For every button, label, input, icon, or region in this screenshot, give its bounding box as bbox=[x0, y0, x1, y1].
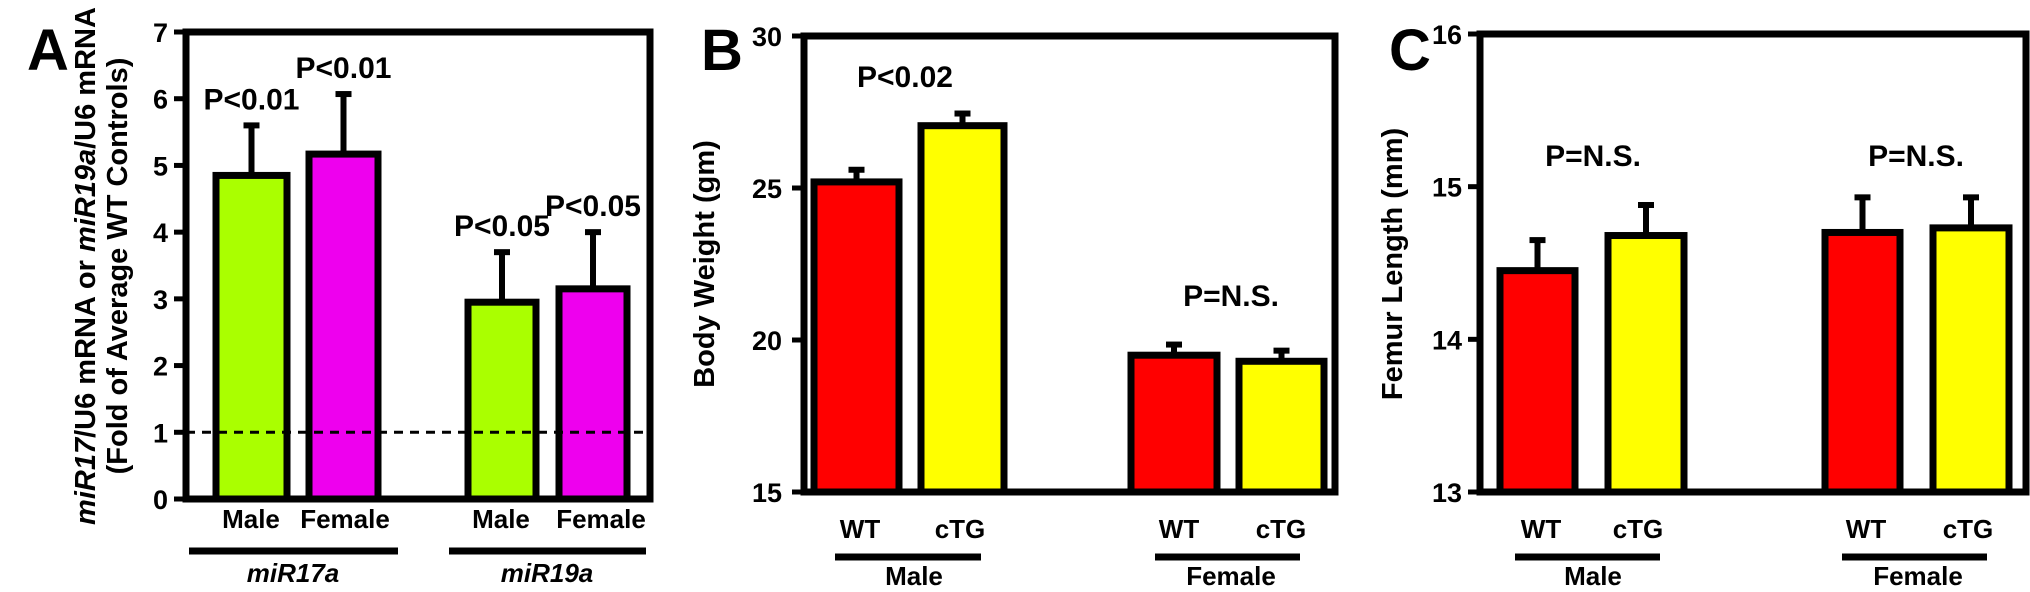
y-axis-title-segment: (Fold of Average WT Controls) bbox=[102, 58, 134, 475]
bar bbox=[810, 178, 903, 496]
x-tick-label: cTG bbox=[1613, 514, 1664, 544]
bar bbox=[1127, 351, 1221, 496]
y-axis-title-segment: miR19a bbox=[70, 149, 102, 252]
bar bbox=[1821, 228, 1904, 496]
bar bbox=[1604, 232, 1688, 496]
p-value-label: P<0.05 bbox=[545, 190, 641, 223]
y-axis-title: miR17/U6 mRNA or miR19a/U6 mRNA bbox=[70, 7, 102, 525]
y-tick-label: 4 bbox=[153, 218, 168, 248]
x-tick-label: Female bbox=[556, 504, 646, 534]
plot-frame bbox=[1476, 30, 2030, 496]
y-tick-label: 15 bbox=[1432, 173, 1462, 203]
bar bbox=[555, 285, 631, 503]
panel-letter: C bbox=[1389, 18, 1431, 83]
p-value-label: P=N.S. bbox=[1545, 140, 1641, 173]
y-tick-label: 2 bbox=[153, 352, 168, 382]
p-value-label: P=N.S. bbox=[1183, 280, 1279, 313]
x-tick-label: WT bbox=[1521, 514, 1562, 544]
x-tick-label: cTG bbox=[935, 514, 986, 544]
y-axis-title: Femur Length (mm) bbox=[1377, 128, 1409, 400]
y-tick-label: 30 bbox=[752, 22, 782, 52]
group-label: Male bbox=[885, 561, 943, 591]
x-tick-label: Female bbox=[300, 504, 390, 534]
x-tick-label: WT bbox=[840, 514, 881, 544]
bar bbox=[305, 150, 382, 503]
y-tick-label: 15 bbox=[752, 478, 782, 508]
y-tick-label: 6 bbox=[153, 85, 168, 115]
bar bbox=[917, 122, 1008, 496]
p-value-label: P<0.05 bbox=[454, 210, 550, 243]
plot-frame bbox=[800, 32, 1339, 496]
y-axis-title-segment: Body Weight (gm) bbox=[689, 140, 721, 388]
bar bbox=[1929, 224, 2013, 496]
p-value-label: P<0.01 bbox=[296, 52, 392, 85]
y-tick-label: 5 bbox=[153, 151, 168, 181]
panel-letter: B bbox=[701, 18, 743, 83]
y-axis-title-segment: miR17 bbox=[70, 436, 102, 525]
y-tick-label: 0 bbox=[153, 485, 168, 515]
panel-letter: A bbox=[27, 18, 69, 83]
y-tick-label: 3 bbox=[153, 285, 168, 315]
y-tick-label: 25 bbox=[752, 174, 782, 204]
y-axis-title: Body Weight (gm) bbox=[689, 140, 721, 388]
x-tick-label: Male bbox=[222, 504, 280, 534]
group-label: Male bbox=[1564, 561, 1622, 591]
group-label: Female bbox=[1873, 561, 1963, 591]
y-axis-title-segment: /U6 mRNA bbox=[70, 7, 102, 149]
x-tick-label: WT bbox=[1159, 514, 1200, 544]
bar bbox=[1496, 267, 1579, 496]
x-tick-label: Male bbox=[472, 504, 530, 534]
y-axis-title-segment: Femur Length (mm) bbox=[1377, 128, 1409, 400]
bar bbox=[1235, 357, 1328, 496]
y-axis-title-segment: /U6 mRNA or bbox=[70, 252, 102, 438]
y-axis-title: (Fold of Average WT Controls) bbox=[102, 58, 134, 475]
group-label: miR19a bbox=[501, 558, 594, 588]
y-tick-label: 14 bbox=[1432, 325, 1462, 355]
group-label: miR17a bbox=[247, 558, 340, 588]
plot-frame bbox=[182, 28, 654, 503]
x-tick-label: cTG bbox=[1943, 514, 1994, 544]
panel-b: B Body Weight (gm) WT cTG WT cTG P<0.02 P=N.S. 1… bbox=[689, 18, 1339, 591]
p-value-label: P=N.S. bbox=[1868, 140, 1964, 173]
group-label: Female bbox=[1186, 561, 1276, 591]
y-tick-label: 16 bbox=[1432, 20, 1462, 50]
y-tick-label: 7 bbox=[153, 18, 168, 48]
x-tick-label: WT bbox=[1846, 514, 1887, 544]
y-tick-label: 13 bbox=[1432, 478, 1462, 508]
p-value-label: P<0.01 bbox=[204, 83, 300, 116]
panel-c: C Femur Length (mm) WT cTG WT cTG P=N.S. P=N.S.… bbox=[1377, 18, 2030, 591]
y-tick-label: 20 bbox=[752, 326, 782, 356]
x-tick-label: cTG bbox=[1256, 514, 1307, 544]
p-value-label: P<0.02 bbox=[857, 61, 953, 94]
bar bbox=[464, 298, 540, 503]
y-tick-label: 1 bbox=[153, 418, 168, 448]
bar bbox=[212, 171, 291, 503]
